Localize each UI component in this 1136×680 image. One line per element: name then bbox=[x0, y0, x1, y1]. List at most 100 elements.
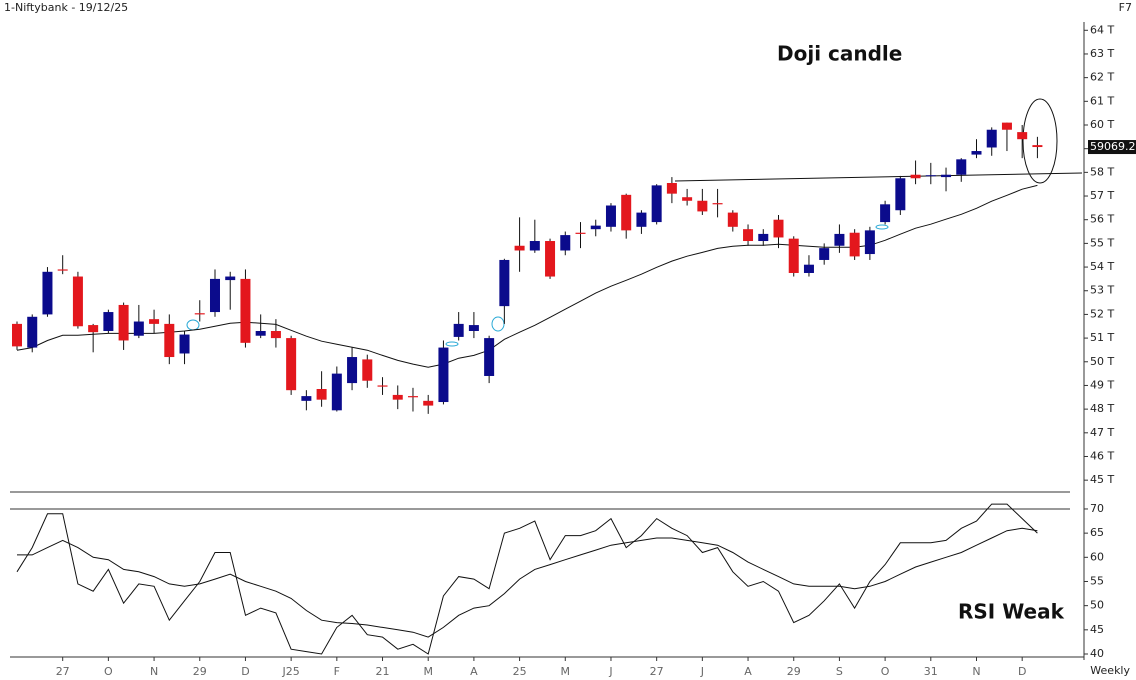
x-tick-label: D bbox=[1018, 665, 1026, 678]
candle-body bbox=[331, 373, 342, 411]
candle-body bbox=[788, 238, 799, 273]
x-tick-label: 25 bbox=[513, 665, 527, 678]
y-tick-label: 63 T bbox=[1090, 47, 1114, 60]
x-tick-label: A bbox=[470, 665, 478, 678]
y-tick-label: 58 T bbox=[1090, 165, 1114, 178]
candle-body bbox=[133, 321, 144, 336]
last-price-box bbox=[1088, 140, 1136, 155]
candle-body bbox=[743, 229, 754, 242]
y-tick-label: 50 bbox=[1090, 599, 1104, 612]
marker bbox=[445, 341, 459, 347]
candle-body bbox=[72, 276, 83, 327]
last-price-label: 59069.2 bbox=[1090, 140, 1136, 153]
y-tick-label: 57 T bbox=[1090, 189, 1114, 202]
candle-body bbox=[1032, 145, 1043, 148]
annotation: RSI Weak bbox=[958, 600, 1065, 624]
candle-body bbox=[834, 233, 845, 246]
candle-body bbox=[880, 204, 891, 223]
candle-body bbox=[12, 323, 22, 347]
y-tick-label: 45 T bbox=[1090, 473, 1114, 486]
y-tick-label: 56 T bbox=[1090, 213, 1114, 226]
marker bbox=[875, 224, 889, 230]
x-tick-label: N bbox=[150, 665, 158, 678]
candle-body bbox=[57, 269, 68, 271]
candle-body bbox=[758, 233, 769, 242]
candle-body bbox=[697, 200, 708, 212]
candle-body bbox=[149, 319, 160, 324]
candle-body bbox=[803, 264, 814, 273]
candle-body bbox=[895, 178, 906, 211]
y-tick-label: 55 T bbox=[1090, 236, 1114, 249]
candle-body bbox=[423, 400, 434, 406]
y-tick-label: 47 T bbox=[1090, 426, 1114, 439]
x-tick-label: 27 bbox=[56, 665, 70, 678]
candle-body bbox=[179, 334, 190, 354]
candle-body bbox=[529, 241, 540, 251]
candle-body bbox=[819, 248, 830, 260]
candle-body bbox=[590, 225, 601, 230]
candle-body bbox=[194, 313, 205, 315]
candle-body bbox=[560, 235, 571, 251]
x-tick-label: 29 bbox=[787, 665, 801, 678]
candle-body bbox=[164, 323, 175, 358]
candle-body bbox=[925, 175, 936, 177]
candle-body bbox=[971, 151, 982, 155]
doji-circle bbox=[1022, 98, 1058, 184]
x-tick-label: M bbox=[423, 665, 433, 678]
x-tick-label: J25 bbox=[282, 665, 300, 678]
x-tick-label: D bbox=[241, 665, 249, 678]
y-tick-label: 49 T bbox=[1090, 378, 1114, 391]
candle-body bbox=[362, 359, 373, 381]
candle-body bbox=[438, 347, 449, 403]
y-tick-label: 45 bbox=[1090, 623, 1104, 636]
candle-body bbox=[42, 271, 53, 315]
y-tick-label: 46 T bbox=[1090, 449, 1114, 462]
candle-body bbox=[27, 316, 38, 348]
y-tick-label: 52 T bbox=[1090, 307, 1114, 320]
candle-body bbox=[88, 325, 99, 333]
x-tick-label: J bbox=[700, 665, 704, 678]
x-tick-label: 29 bbox=[193, 665, 207, 678]
candle-body bbox=[575, 232, 586, 234]
y-tick-label: 64 T bbox=[1090, 23, 1114, 36]
y-tick-label: 65 bbox=[1090, 526, 1104, 539]
y-tick-label: 51 T bbox=[1090, 331, 1114, 344]
y-tick-label: 53 T bbox=[1090, 284, 1114, 297]
line-series bbox=[16, 503, 1038, 655]
y-tick-label: 61 T bbox=[1090, 94, 1114, 107]
candle-body bbox=[453, 323, 464, 337]
candle-body bbox=[864, 230, 875, 255]
x-tick-label: M bbox=[561, 665, 571, 678]
x-tick-label: O bbox=[881, 665, 890, 678]
candle-body bbox=[621, 194, 632, 231]
x-tick-label: S bbox=[836, 665, 843, 678]
y-tick-label: 60 bbox=[1090, 550, 1104, 563]
candle-body bbox=[499, 259, 510, 307]
candle-body bbox=[240, 278, 251, 343]
candle-body bbox=[301, 396, 312, 401]
candle-body bbox=[605, 205, 616, 227]
candle-body bbox=[1017, 132, 1028, 140]
x-tick-label: F bbox=[334, 665, 340, 678]
candle-body bbox=[255, 330, 266, 336]
x-tick-label: 27 bbox=[650, 665, 664, 678]
candle-body bbox=[468, 325, 479, 331]
candle-body bbox=[651, 185, 662, 223]
x-tick-label: 21 bbox=[376, 665, 390, 678]
candle-body bbox=[666, 183, 677, 194]
annotation: Doji candle bbox=[777, 42, 902, 66]
candle-body bbox=[712, 203, 723, 205]
x-tick-label: A bbox=[744, 665, 752, 678]
candle-body bbox=[484, 338, 495, 376]
y-tick-label: 55 bbox=[1090, 574, 1104, 587]
candle-body bbox=[316, 389, 327, 400]
candle-body bbox=[545, 241, 556, 277]
y-tick-label: 40 bbox=[1090, 647, 1104, 660]
x-tick-label: N bbox=[972, 665, 980, 678]
line-series bbox=[17, 527, 1038, 638]
y-tick-label: 54 T bbox=[1090, 260, 1114, 273]
candle-body bbox=[636, 212, 647, 227]
y-tick-label: 60 T bbox=[1090, 118, 1114, 131]
